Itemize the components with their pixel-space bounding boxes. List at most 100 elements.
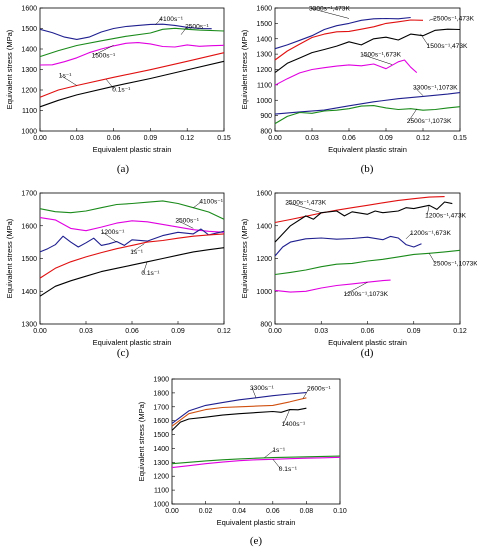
annotation-leader <box>193 201 202 208</box>
y-tick-label: 1400 <box>256 223 272 230</box>
annotation-leader <box>155 18 162 25</box>
chart-panel-1: 0.00 0.03 0.06 0.09 0.12 0.15 1000 1100 1200 1300… <box>5 6 231 176</box>
y-tick-label: 1700 <box>153 404 169 411</box>
y-tick-label: 1100 <box>257 82 272 89</box>
x-tick-label: 0.06 <box>361 328 375 335</box>
y-tick-label: 800 <box>260 322 272 329</box>
y-tick-label: 1000 <box>153 502 169 509</box>
series-line-5 <box>39 247 225 297</box>
x-tick-label: 0.04 <box>232 508 246 515</box>
y-tick-label: 1300 <box>21 322 37 329</box>
x-tick-label: 0.00 <box>268 135 282 142</box>
y-tick-label: 1200 <box>256 256 272 263</box>
y-tick-label: 1500 <box>21 256 37 263</box>
x-tick-label: 0.06 <box>342 135 356 142</box>
series-line-1 <box>171 392 307 424</box>
curve-annotation: 2500s⁻¹,473K <box>285 200 326 207</box>
x-axis-label: Equivalent plastic strain <box>217 518 296 527</box>
curve-annotation: 1500s⁻¹,473K <box>427 43 468 50</box>
panel-label: (a) <box>117 163 130 175</box>
y-tick-label: 1500 <box>21 26 37 33</box>
curve-annotation: 1s⁻¹ <box>59 72 72 79</box>
y-tick-label: 1100 <box>154 488 169 495</box>
x-tick-label: 0.09 <box>144 135 158 142</box>
x-tick-label: 0.00 <box>165 508 179 515</box>
annotation-leader <box>93 45 114 56</box>
x-axis-label: Equivalent plastic strain <box>328 338 407 347</box>
x-axis-label: Equivalent plastic strain <box>93 338 172 347</box>
annotation-leader <box>310 8 350 19</box>
annotation-leader <box>362 54 393 65</box>
y-tick-label: 1200 <box>256 67 272 74</box>
x-tick-label: 0.12 <box>453 328 467 335</box>
curve-annotation: 2500s⁻¹,1073K <box>407 118 452 125</box>
x-tick-label: 0.06 <box>266 508 280 515</box>
series-line-1 <box>274 16 411 50</box>
x-tick-label: 0.12 <box>180 135 194 142</box>
x-tick-label: 0.12 <box>416 135 430 142</box>
y-axis-label: Equivalent stress (MPa) <box>5 218 14 298</box>
y-tick-label: 1400 <box>256 36 272 43</box>
annotation-leader <box>60 75 77 86</box>
y-tick-label: 1400 <box>21 47 37 54</box>
chart-panel-5: 0.00 0.02 0.04 0.06 0.08 0.10 1000 1100 1200 1300… <box>137 377 347 548</box>
annotation-leader <box>405 232 413 240</box>
panel-label: (b) <box>361 163 374 175</box>
series-line-1 <box>274 196 445 224</box>
x-tick-label: 0.02 <box>199 508 213 515</box>
x-tick-label: 0.00 <box>33 135 47 142</box>
y-tick-label: 1700 <box>21 191 37 198</box>
annotation-leader <box>283 409 290 424</box>
series-line-4 <box>171 455 341 465</box>
annotation-leader <box>272 458 281 470</box>
annotation-leader <box>143 261 148 274</box>
series-line-2 <box>274 201 453 243</box>
curve-annotation: 3300s⁻¹,1073K <box>413 85 458 92</box>
series-line-4 <box>39 52 225 98</box>
y-tick-label: 900 <box>260 113 272 120</box>
curve-annotation: 3300s⁻¹,473K <box>309 5 350 12</box>
y-tick-label: 1900 <box>153 377 169 384</box>
curve-annotation: 2500s⁻¹ <box>185 24 209 31</box>
annotation-leader <box>345 282 368 295</box>
curve-annotation: 2500s⁻¹,473K <box>433 15 474 22</box>
curve-annotation: 1s⁻¹ <box>130 249 143 256</box>
series-line-2 <box>274 19 424 61</box>
annotation-leader <box>302 388 310 399</box>
y-tick-label: 1500 <box>256 21 272 28</box>
series-line-5 <box>171 456 341 469</box>
panel-label: (c) <box>117 347 130 359</box>
x-tick-label: 0.03 <box>314 328 328 335</box>
chart-panel-2: 0.00 0.03 0.06 0.09 0.12 0.15 800 900 1000 1100 12… <box>240 5 475 175</box>
annotation-leader <box>420 33 429 46</box>
curve-annotation: 1200s⁻¹,673K <box>410 230 451 237</box>
curve-annotation: 1200s⁻¹,473K <box>425 212 466 219</box>
series-line-3 <box>39 228 225 253</box>
series-line-2 <box>171 397 307 427</box>
y-axis-label: Equivalent stress (MPa) <box>240 29 249 109</box>
y-axis-label: Equivalent stress (MPa) <box>240 218 249 298</box>
series-line-3 <box>274 28 461 74</box>
curve-annotation: 1200s⁻¹ <box>101 229 125 236</box>
x-tick-label: 0.15 <box>217 135 231 142</box>
y-tick-label: 1100 <box>22 108 37 115</box>
y-tick-label: 1600 <box>256 6 272 13</box>
annotation-leader <box>426 205 430 216</box>
annotation-leader <box>102 231 117 243</box>
curve-annotation: 2500s⁻¹,1073K <box>433 260 477 267</box>
series-line-3 <box>39 42 225 66</box>
chart-panel-3: 0.00 0.03 0.06 0.09 0.12 1300 1400 1500 1600 1700… <box>5 191 231 360</box>
x-tick-label: 0.09 <box>407 328 421 335</box>
panel-label: (e) <box>250 535 263 547</box>
y-tick-label: 1600 <box>256 191 272 198</box>
y-tick-label: 1000 <box>21 129 37 136</box>
y-tick-label: 1600 <box>21 223 37 230</box>
series-line-1 <box>39 200 225 220</box>
y-tick-label: 1600 <box>153 418 169 425</box>
series-line-4 <box>39 233 225 279</box>
annotation-leader <box>180 26 188 35</box>
series-line-5 <box>274 279 391 293</box>
y-tick-label: 800 <box>260 129 272 136</box>
curve-annotation: 0.1s⁻¹ <box>112 86 131 93</box>
